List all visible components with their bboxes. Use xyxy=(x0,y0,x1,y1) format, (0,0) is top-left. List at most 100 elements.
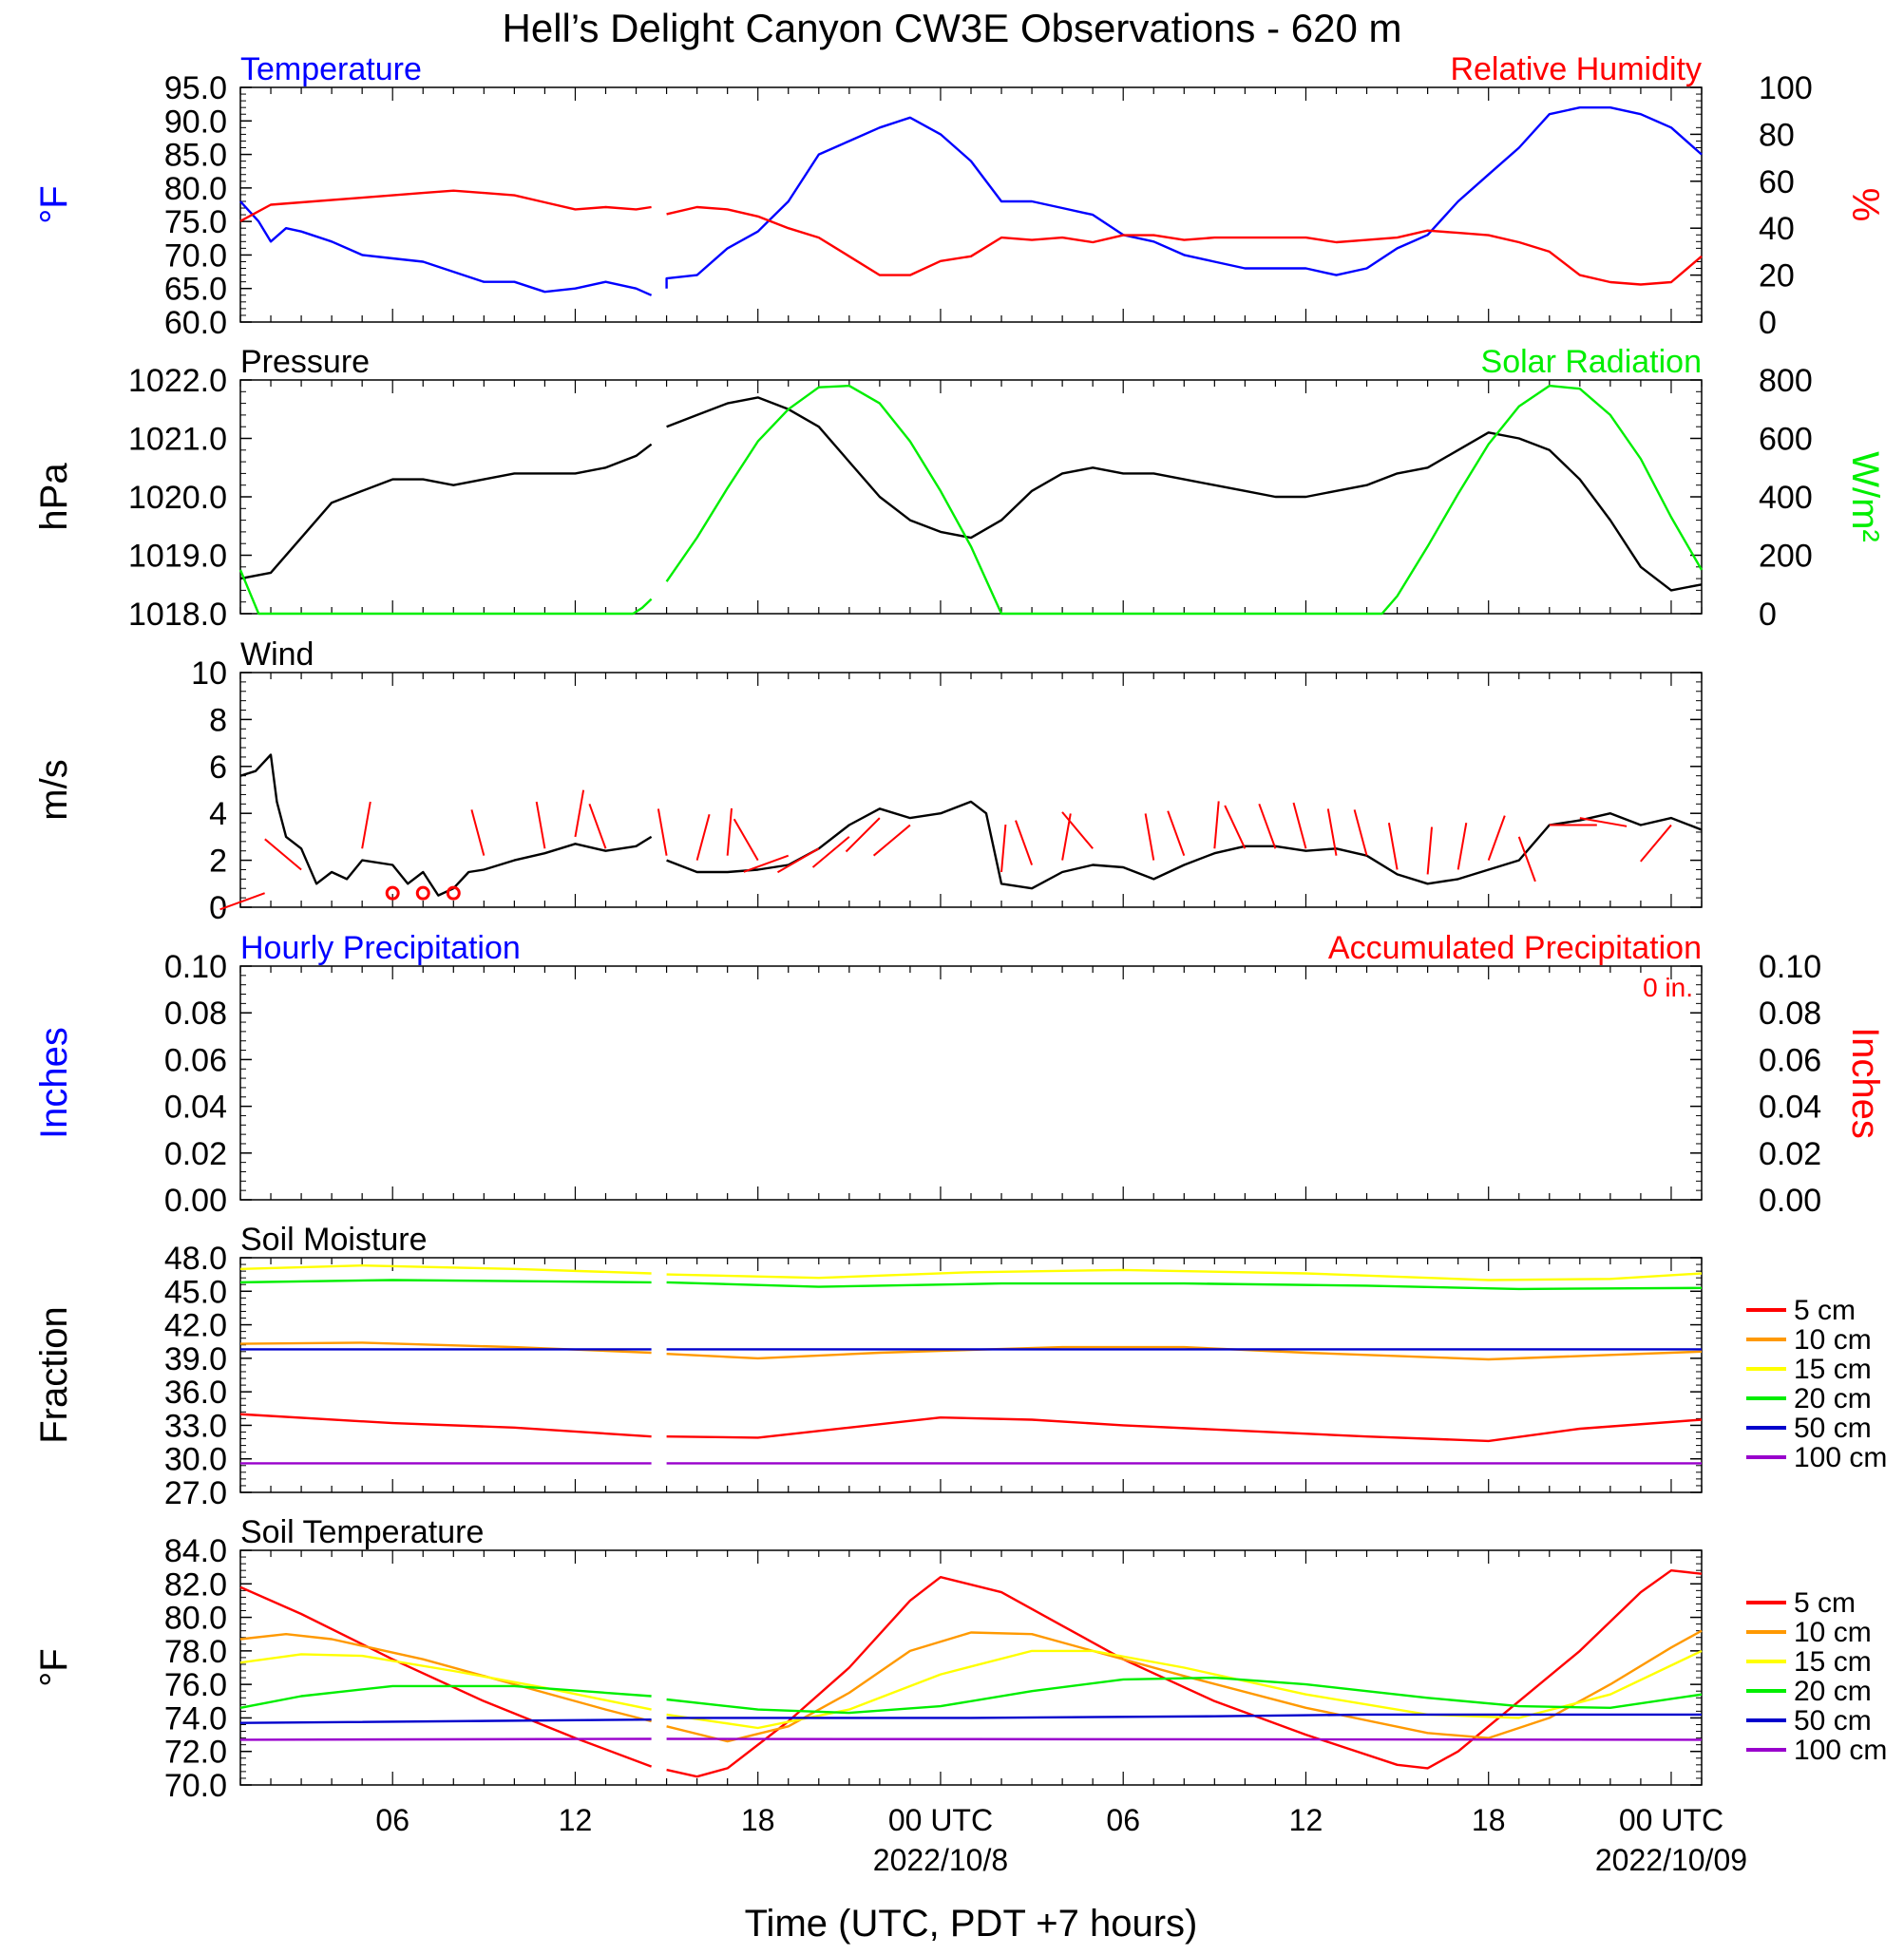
x-tick-label: 18 xyxy=(741,1803,775,1837)
wind-barb xyxy=(1487,815,1506,861)
temp-left-tick-label: 70.0 xyxy=(164,237,227,274)
pressure-series-pressure xyxy=(239,396,1703,592)
wind-barb xyxy=(588,803,607,849)
soil_temp-legend-label: 100 cm xyxy=(1794,1735,1887,1766)
temp-left-unit: °F xyxy=(33,185,75,223)
soil_moisture-series-5-cm xyxy=(239,1413,1703,1443)
pressure-right-tick-label: 0 xyxy=(1759,597,1777,633)
wind-left-tick-label: 6 xyxy=(209,750,227,786)
temp-right-tick-label: 0 xyxy=(1759,305,1777,341)
precip-right-tick-label: 0.04 xyxy=(1759,1090,1821,1126)
wind-barb xyxy=(1326,808,1338,856)
wind-barb xyxy=(1224,805,1247,849)
temp-left-tick-label: 85.0 xyxy=(164,138,227,174)
pressure-left-tick-label: 1020.0 xyxy=(128,480,227,516)
x-tick-date-label: 2022/10/09 xyxy=(1595,1843,1747,1877)
soil_moisture-legend-label: 20 cm xyxy=(1794,1383,1872,1414)
precip-left-unit: Inches xyxy=(33,1027,75,1139)
temp-left-tick-label: 80.0 xyxy=(164,171,227,207)
soil_temp-legend-label: 20 cm xyxy=(1794,1676,1872,1707)
soil_temp-left-tick-label: 70.0 xyxy=(164,1768,227,1804)
precip-left-tick-label: 0.06 xyxy=(164,1042,227,1078)
pressure-left-tick-label: 1018.0 xyxy=(128,597,227,633)
wind-barb xyxy=(1640,824,1672,863)
pressure-title: Pressure xyxy=(240,344,370,380)
precip-right-tick-label: 0.02 xyxy=(1759,1136,1821,1172)
wind-barb xyxy=(811,836,850,868)
x-tick-label: 18 xyxy=(1472,1803,1506,1837)
wind-barb xyxy=(1292,802,1307,849)
soil_temp-left-tick-label: 82.0 xyxy=(164,1566,227,1603)
soil_temp-left-tick-label: 78.0 xyxy=(164,1634,227,1670)
pressure-frame xyxy=(239,379,1703,615)
wind-left-tick-label: 2 xyxy=(209,844,227,880)
wind-left-tick-label: 10 xyxy=(191,655,227,692)
soil_temp-series-100-cm xyxy=(239,1737,1703,1741)
wind-barb xyxy=(264,838,302,871)
precip-right-tick-label: 0.06 xyxy=(1759,1042,1821,1078)
wind-barb xyxy=(695,814,711,861)
precip-left-tick-label: 0.10 xyxy=(164,949,227,985)
wind-barb xyxy=(1015,820,1034,865)
wind-barb xyxy=(1387,823,1399,870)
temp-left-tick-label: 75.0 xyxy=(164,204,227,240)
wind-left-tick-label: 4 xyxy=(209,796,227,832)
temp-series-temperature xyxy=(239,106,1703,296)
wind-barb xyxy=(219,892,265,911)
pressure-right-tick-label: 600 xyxy=(1759,422,1813,458)
calm-wind-marker xyxy=(415,885,430,901)
wind-barb xyxy=(470,809,486,856)
pressure-left-tick-label: 1022.0 xyxy=(128,363,227,399)
soil_moisture-legend-label: 15 cm xyxy=(1794,1354,1872,1385)
soil_moisture-left-tick-label: 42.0 xyxy=(164,1308,227,1344)
wind-barb xyxy=(1426,826,1433,875)
soil_moisture-legend-label: 50 cm xyxy=(1794,1413,1872,1444)
soil_moisture-legend-label: 5 cm xyxy=(1794,1295,1856,1326)
wind-barb xyxy=(733,818,759,862)
precip-left-tick-label: 0.08 xyxy=(164,996,227,1032)
soil_moisture-left-tick-label: 36.0 xyxy=(164,1375,227,1411)
pressure-left-unit: hPa xyxy=(33,463,75,531)
wind-barb xyxy=(1000,825,1007,873)
soil_moisture-left-tick-label: 27.0 xyxy=(164,1475,227,1511)
precip-right-tick-label: 0.10 xyxy=(1759,949,1821,985)
wind-left-tick-label: 0 xyxy=(209,890,227,926)
temp-left-tick-label: 65.0 xyxy=(164,272,227,308)
soil_temp-left-tick-label: 80.0 xyxy=(164,1601,227,1637)
x-tick-label: 06 xyxy=(1106,1803,1140,1837)
wind-barb xyxy=(574,789,585,838)
pressure-right-tick-label: 800 xyxy=(1759,363,1813,399)
soil_temp-series-5-cm xyxy=(239,1569,1703,1778)
soil_moisture-left-tick-label: 33.0 xyxy=(164,1408,227,1444)
wind-barb xyxy=(535,801,546,849)
precip-title: Hourly Precipitation xyxy=(240,930,521,966)
x-tick-label: 06 xyxy=(375,1803,409,1837)
accum-precip-label: 0 in. xyxy=(1643,973,1693,1002)
soil_moisture-left-tick-label: 48.0 xyxy=(164,1241,227,1277)
pressure-left-tick-label: 1019.0 xyxy=(128,539,227,575)
wind-barb xyxy=(1061,811,1094,849)
x-tick-label: 12 xyxy=(1289,1803,1323,1837)
wind-title: Wind xyxy=(240,636,314,673)
temp-left-tick-label: 60.0 xyxy=(164,305,227,341)
wind-barb xyxy=(845,817,881,853)
pressure-left-tick-label: 1021.0 xyxy=(128,422,227,458)
wind-barb xyxy=(1258,803,1277,849)
soil_temp-title: Soil Temperature xyxy=(240,1514,484,1550)
wind-barb xyxy=(1457,823,1468,870)
wind-barb xyxy=(743,854,790,873)
precip-left-tick-label: 0.02 xyxy=(164,1136,227,1172)
x-tick-date-label: 2022/10/8 xyxy=(873,1843,1008,1877)
wind-barb xyxy=(1353,809,1368,856)
wind-barb xyxy=(657,808,668,856)
soil_temp-series-20-cm xyxy=(239,1676,1703,1715)
soil_temp-legend-label: 15 cm xyxy=(1794,1646,1872,1678)
soil_temp-left-tick-label: 74.0 xyxy=(164,1700,227,1737)
page-title: Hell’s Delight Canyon CW3E Observations … xyxy=(503,6,1402,50)
temp-frame xyxy=(239,86,1703,323)
wind-barb xyxy=(361,801,371,849)
x-tick-label: 00 UTC xyxy=(1619,1803,1723,1837)
precip-right-title: Accumulated Precipitation xyxy=(1328,930,1702,966)
